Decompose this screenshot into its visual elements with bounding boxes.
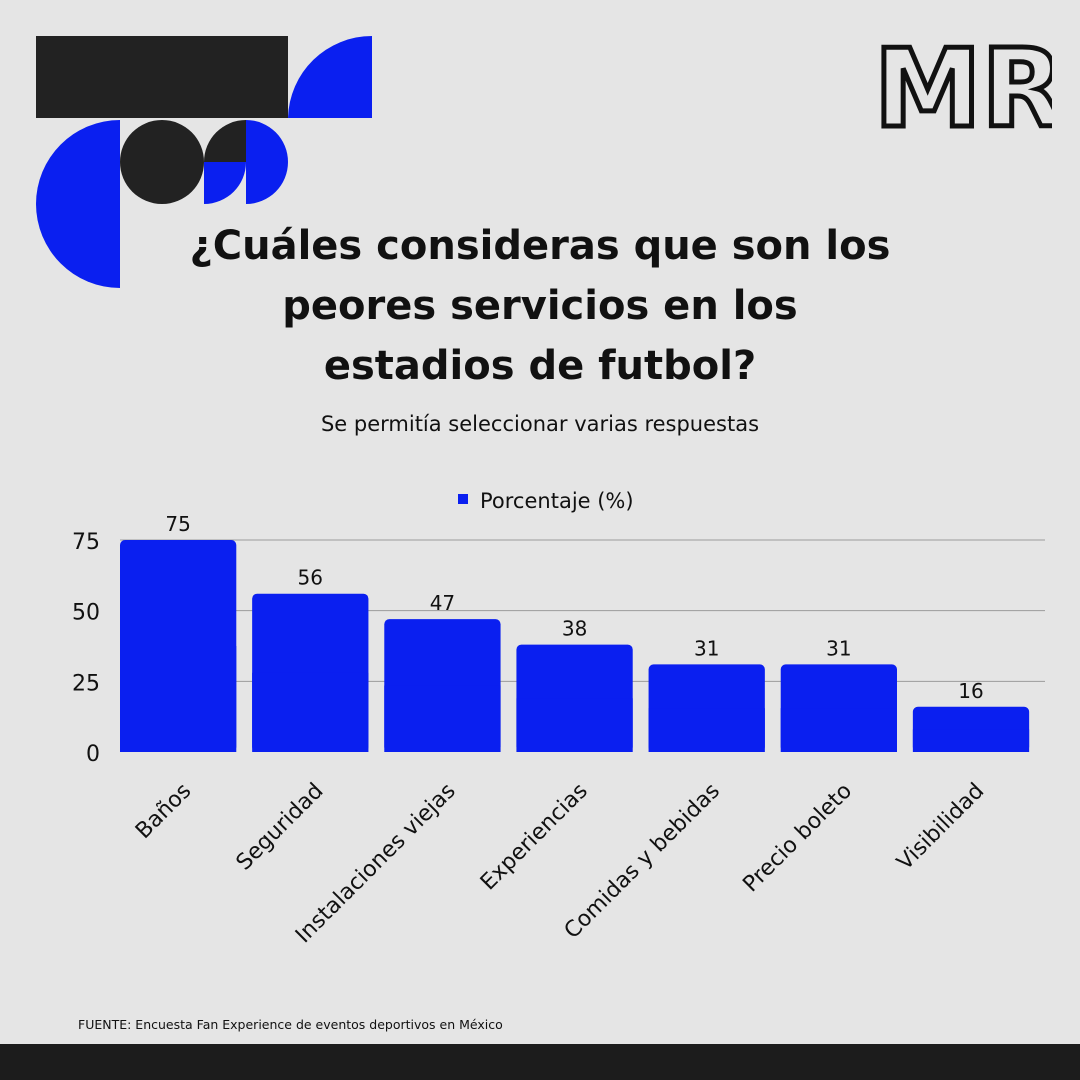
bar-base (384, 685, 501, 752)
x-tick-label: Experiencias (476, 779, 593, 896)
blue-half-circle-right (246, 120, 288, 204)
x-tick-label: Visibilidad (892, 779, 989, 876)
logo-text: MR. (874, 30, 1052, 135)
bar-chart: 0 25 50 75 Porcentaje (%) 75 Baños 56 Seguridad 4… (72, 489, 1045, 948)
data-label: 31 (826, 636, 851, 660)
bar-base (780, 708, 897, 752)
y-tick-label: 25 (72, 671, 100, 696)
data-label: 16 (958, 679, 983, 703)
footer-bar (0, 1044, 1080, 1080)
x-tick-label: Precio boleto (738, 779, 857, 898)
black-quarter-circle (204, 120, 246, 162)
y-tick-label: 75 (72, 530, 100, 555)
bar-base (516, 698, 633, 752)
legend-label: Porcentaje (%) (480, 489, 634, 513)
decorative-shapes (36, 35, 372, 288)
bar-base (912, 729, 1030, 752)
mr-logo: MR. (872, 30, 1052, 135)
bar-base (648, 708, 765, 752)
legend-swatch (458, 494, 468, 504)
x-tick-label: Seguridad (232, 779, 329, 876)
bar-base (120, 646, 237, 752)
blue-quarter-circle-small (204, 162, 246, 204)
blue-quarter-circle-top (288, 35, 372, 118)
blue-half-circle-left (36, 120, 120, 288)
y-tick-label: 0 (86, 742, 100, 767)
y-tick-label: 50 (72, 601, 100, 626)
chart-title: ¿Cuáles consideras que son los peores se… (189, 223, 891, 389)
data-label: 47 (430, 591, 455, 615)
bar-base (252, 672, 369, 752)
source-note: FUENTE: Encuesta Fan Experience de event… (78, 1017, 503, 1032)
black-rectangle (36, 36, 288, 118)
black-circle (120, 120, 204, 204)
chart-subtitle: Se permitía seleccionar varias respuesta… (320, 412, 760, 436)
data-label: 31 (694, 636, 719, 660)
data-label: 38 (562, 617, 587, 641)
data-label: 75 (165, 512, 190, 536)
data-label: 56 (298, 566, 323, 590)
x-tick-label: Baños (131, 779, 196, 844)
